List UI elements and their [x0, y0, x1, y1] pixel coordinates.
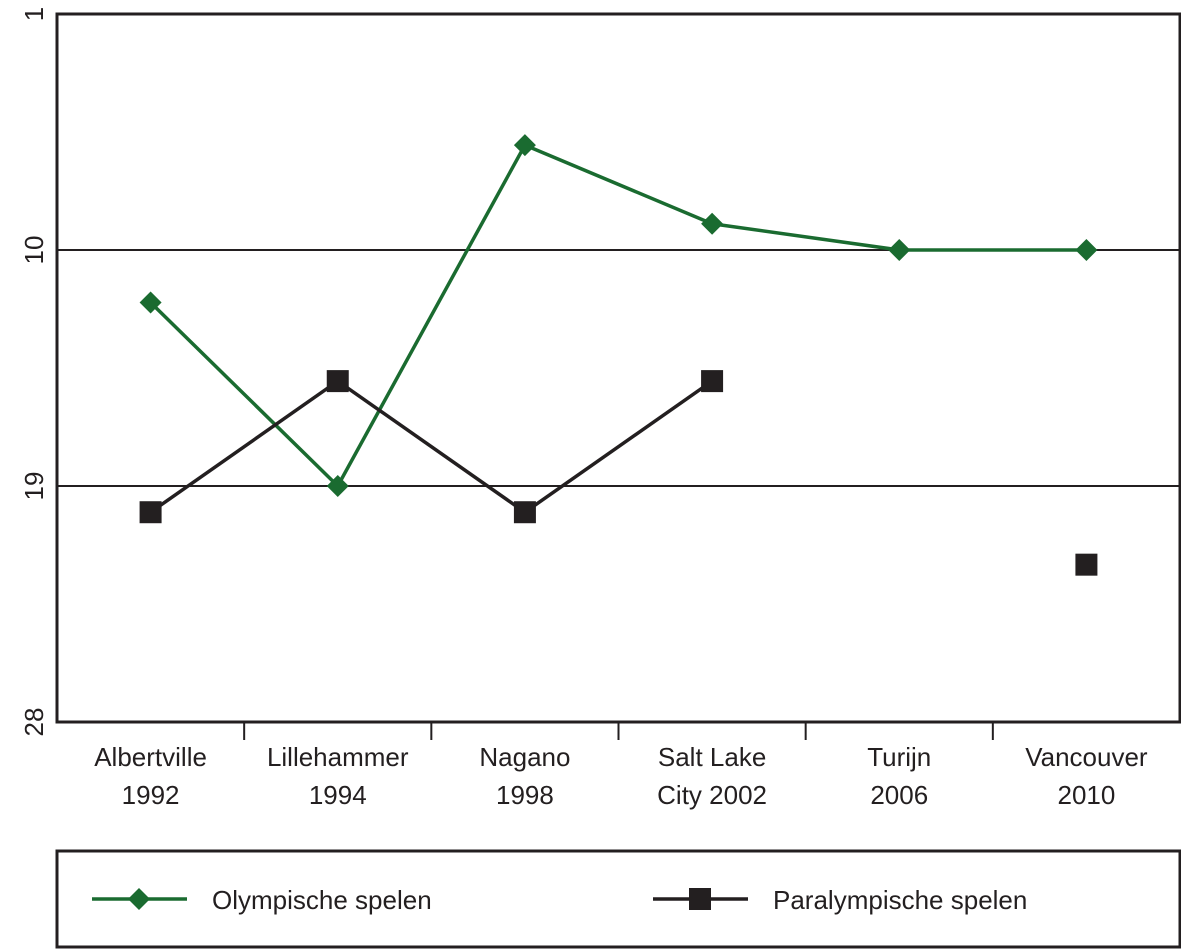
x-tick-label: Lillehammer 1994	[267, 742, 409, 810]
y-tick-label: 19	[19, 472, 49, 501]
data-point	[701, 370, 724, 393]
data-point	[326, 370, 349, 393]
legend-item: Olympische spelen	[92, 885, 432, 915]
series-line-segment	[524, 143, 713, 226]
x-axis-ticks: Albertville 1992 Lillehammer 1994 Nagano 1998…	[94, 722, 1148, 810]
series-square	[139, 370, 1098, 576]
x-tick-label: Salt Lake City 2002	[657, 742, 767, 810]
series-line-segment	[523, 379, 714, 514]
plot-frame	[55, 12, 1181, 724]
y-axis-ticks: 1 10 19 28	[19, 7, 49, 737]
data-point	[139, 501, 162, 524]
y-tick-label: 10	[19, 236, 49, 265]
legend-label: Paralympische spelen	[773, 885, 1027, 915]
legend-swatch-marker	[128, 888, 150, 910]
legend-items: Olympische spelen Paralympische spelen	[92, 885, 1027, 915]
x-tick-label: Nagano 1998	[479, 742, 570, 810]
y-tick-label: 1	[19, 7, 49, 21]
data-point	[513, 134, 536, 157]
legend-box	[55, 849, 1181, 949]
legend: Olympische spelen Paralympische spelen	[55, 849, 1181, 949]
series-line-segment	[149, 301, 339, 488]
series-layer	[139, 134, 1098, 576]
data-point	[326, 475, 349, 497]
data-point	[513, 501, 536, 524]
x-tick-label: Turijn 2006	[867, 742, 931, 810]
series-line-segment	[711, 222, 900, 252]
series-line-segment	[149, 379, 339, 514]
grid-lines	[57, 249, 1180, 487]
x-tick-label: Albertville 1992	[94, 742, 207, 810]
series-line-segment	[336, 379, 526, 514]
legend-swatch-marker	[689, 888, 711, 910]
data-point	[701, 212, 724, 235]
series-diamond	[139, 134, 1098, 497]
data-point	[1075, 239, 1098, 261]
y-tick-label: 28	[19, 708, 49, 737]
series-line-segment	[336, 144, 527, 487]
legend-label: Olympische spelen	[212, 885, 432, 915]
data-point	[888, 239, 911, 261]
data-point	[139, 291, 162, 314]
legend-item: Paralympische spelen	[653, 885, 1027, 915]
x-tick-label: Vancouver 2010	[1025, 742, 1148, 810]
data-point	[1075, 553, 1098, 576]
